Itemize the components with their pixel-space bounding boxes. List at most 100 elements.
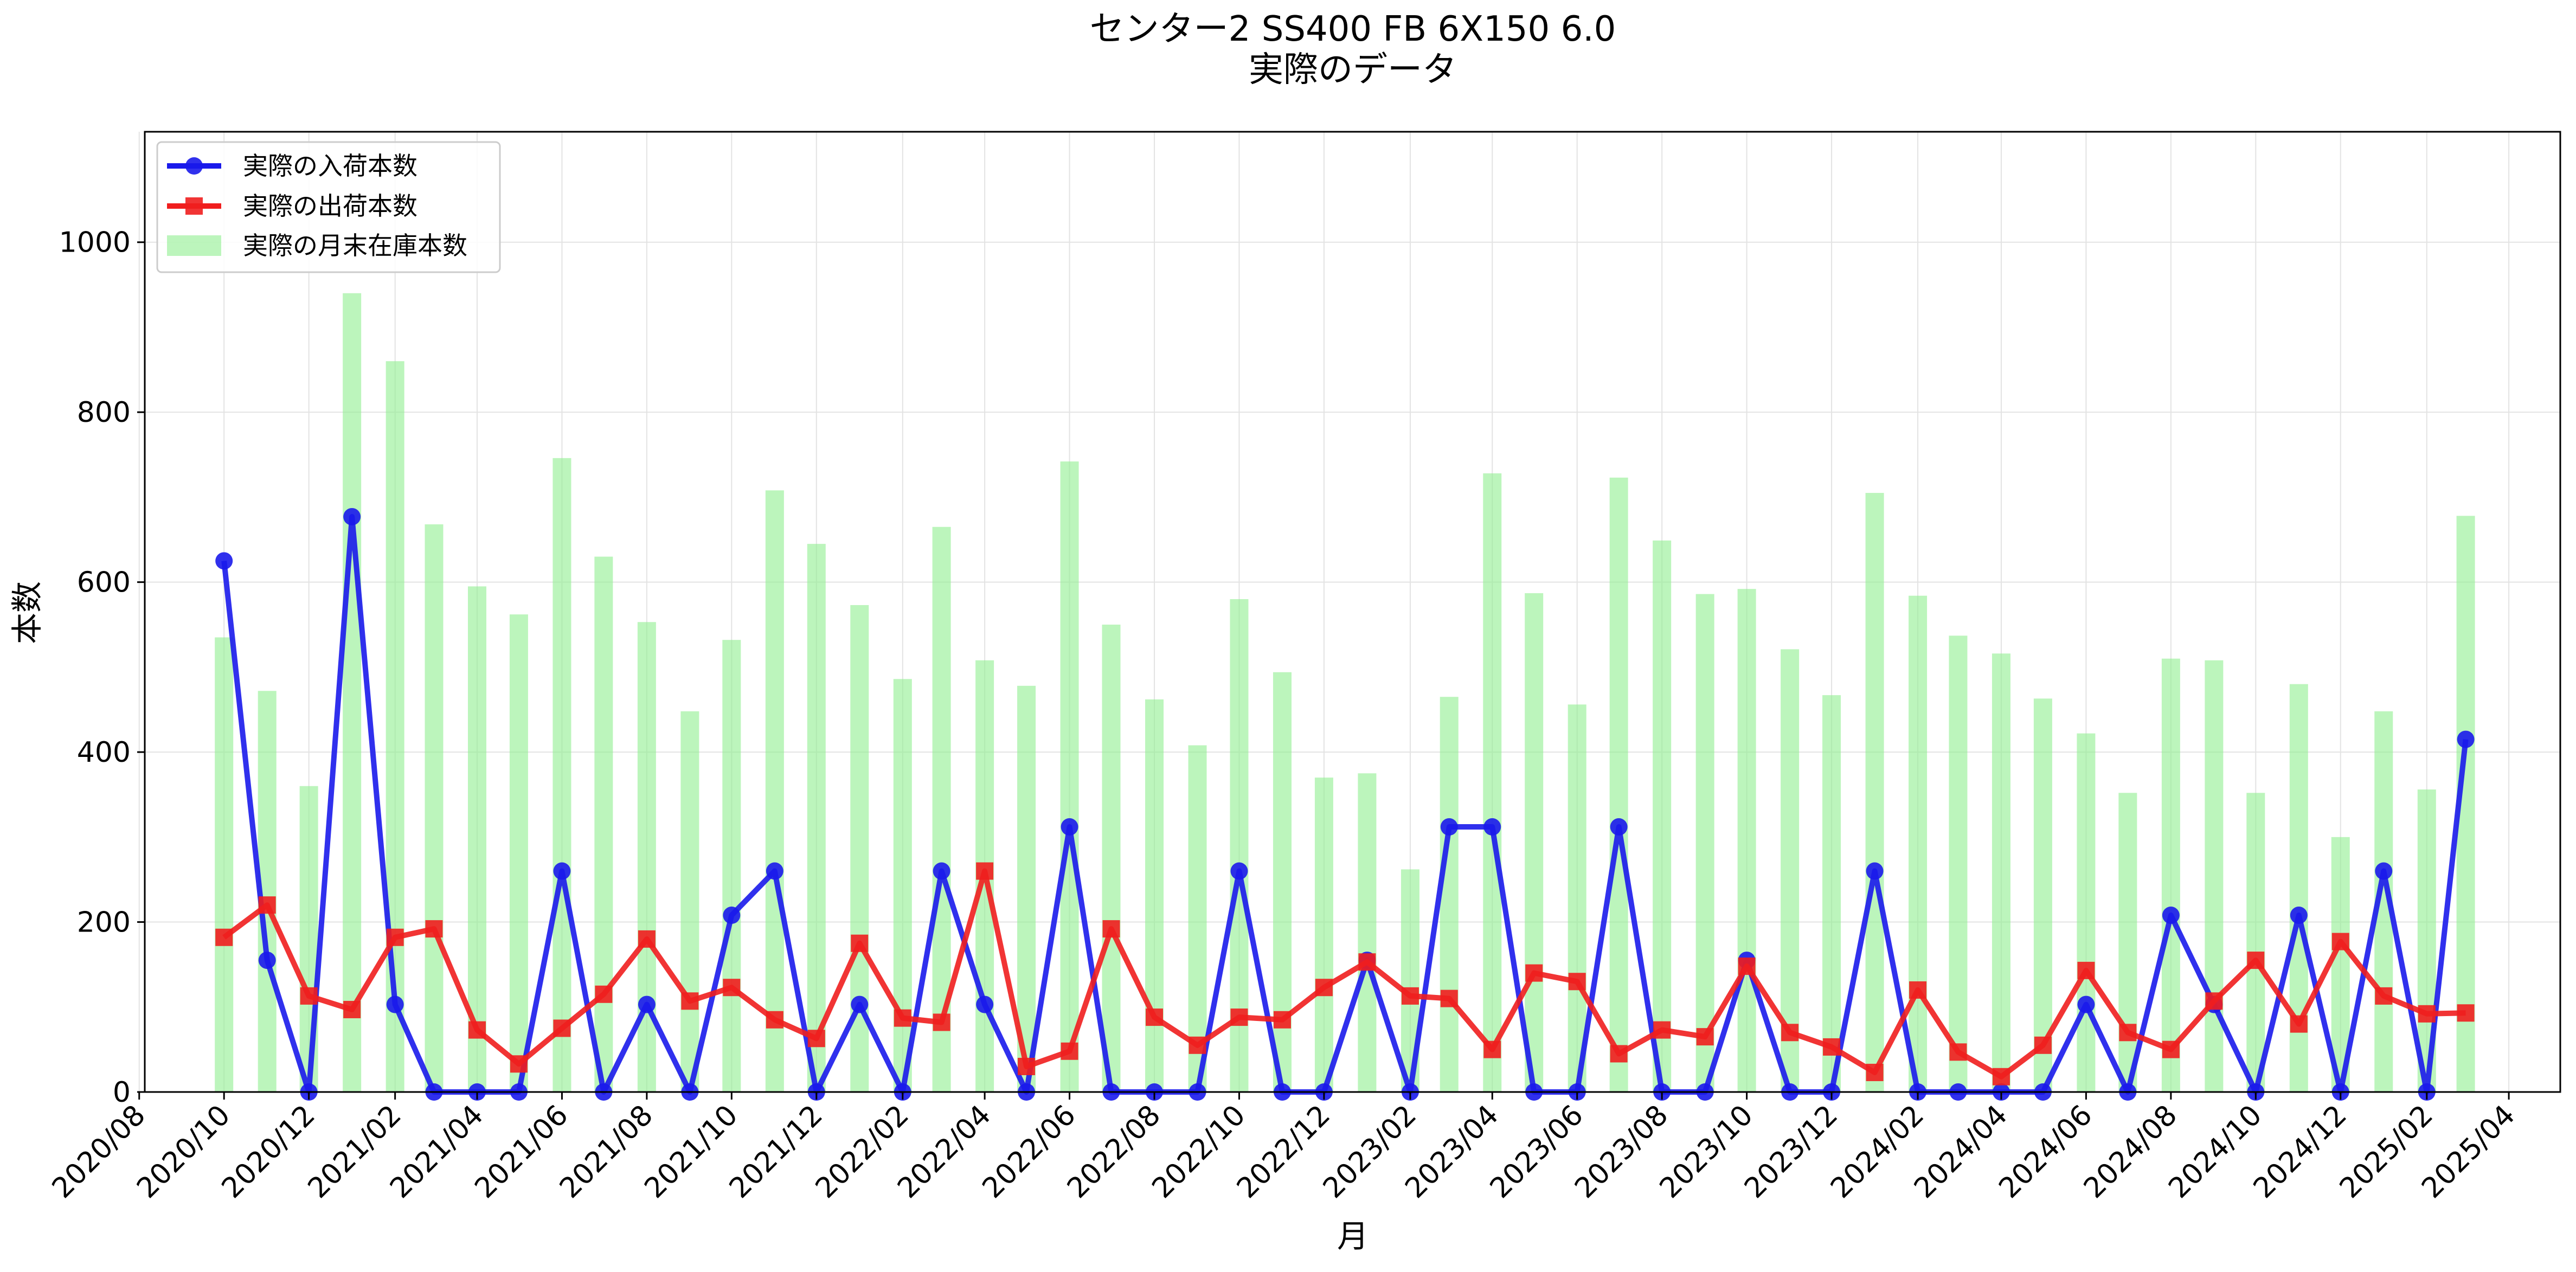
inbound-point — [386, 995, 404, 1013]
outbound-point — [468, 1021, 486, 1039]
legend-box — [156, 141, 501, 273]
outbound-point — [1230, 1008, 1248, 1026]
inbound-point — [766, 862, 783, 880]
inventory-bar — [2161, 658, 2180, 1092]
inventory-bar — [215, 637, 234, 1092]
y-tick-label: 600 — [77, 567, 131, 599]
inventory-bar — [1949, 635, 1968, 1092]
outbound-point — [2375, 987, 2393, 1005]
inbound-point — [851, 995, 869, 1013]
inventory-bar — [2205, 660, 2224, 1092]
inbound-point — [2457, 730, 2475, 748]
outbound-point — [1653, 1021, 1671, 1039]
inventory-bar — [1737, 589, 1756, 1092]
outbound-point — [2331, 933, 2349, 950]
outbound-point — [2034, 1036, 2052, 1054]
outbound-point — [2162, 1040, 2180, 1058]
inventory-bar — [2246, 793, 2265, 1092]
inventory-bar — [680, 711, 699, 1092]
outbound-point — [1102, 920, 1120, 938]
outbound-point — [1949, 1043, 1967, 1061]
inbound-line — [221, 514, 2469, 1095]
outbound-point — [425, 920, 443, 938]
inventory-bar — [1102, 625, 1121, 1092]
outbound-point — [1992, 1068, 2010, 1085]
inventory-bar — [509, 614, 528, 1092]
inbound-point — [2290, 907, 2308, 924]
inventory-bar — [722, 640, 741, 1092]
outbound-point — [215, 928, 233, 946]
outbound-point — [1696, 1028, 1714, 1046]
outbound-point — [1358, 953, 1376, 971]
inbound-point — [1483, 818, 1501, 836]
outbound-point — [1738, 958, 1756, 975]
outbound-point — [1909, 981, 1927, 999]
y-tick-label: 0 — [113, 1076, 131, 1109]
inbound-point — [343, 507, 361, 525]
inbound-point — [723, 907, 741, 924]
outbound-point — [2457, 1004, 2475, 1022]
outbound-point — [1061, 1042, 1078, 1060]
inventory-bar — [1358, 773, 1377, 1092]
outbound-point — [300, 987, 318, 1005]
outbound-point — [1781, 1024, 1799, 1042]
inbound-point — [933, 862, 950, 880]
y-tick-label: 200 — [77, 907, 131, 939]
inbound-point — [2162, 907, 2180, 924]
outbound-point — [1189, 1036, 1206, 1054]
inbound-point — [1610, 818, 1628, 836]
inbound-point — [1230, 862, 1248, 880]
y-tick-label: 1000 — [59, 227, 131, 259]
inbound-point — [553, 862, 571, 880]
inventory-bar — [1017, 685, 1036, 1092]
inbound-point — [1061, 818, 1078, 836]
outbound-point — [2418, 1005, 2436, 1023]
outbound-point — [1823, 1038, 1841, 1056]
inventory-bar — [765, 490, 784, 1092]
outbound-point — [1440, 990, 1458, 1007]
plot-frame — [144, 131, 2561, 1093]
inbound-point — [2375, 862, 2393, 880]
inventory-bar — [553, 458, 571, 1092]
outbound-point — [681, 992, 699, 1010]
inbound-point — [976, 995, 994, 1013]
outbound-point — [1315, 979, 1333, 997]
legend-inbound-label: 実際の入荷本数 — [243, 151, 417, 181]
legend-outbound-marker — [185, 197, 203, 215]
outbound-point — [766, 1011, 783, 1029]
inbound-point — [258, 952, 276, 969]
inventory-bar — [1060, 461, 1079, 1092]
inventory-bar — [425, 524, 444, 1093]
inventory-bar — [1909, 595, 1928, 1092]
inventory-bar — [467, 586, 486, 1092]
outbound-point — [723, 979, 741, 997]
outbound-point — [1018, 1057, 1036, 1075]
outbound-point — [1525, 964, 1543, 982]
inventory-bar — [2118, 793, 2137, 1092]
outbound-point — [2119, 1024, 2137, 1042]
outbound-point — [933, 1013, 950, 1031]
outbound-point — [1273, 1011, 1291, 1029]
chart-subtitle: 実際のデータ — [1249, 50, 1457, 90]
outbound-point — [510, 1055, 528, 1073]
y-axis-label: 本数 — [9, 581, 46, 644]
outbound-point — [595, 985, 613, 1003]
legend-outbound-label: 実際の出荷本数 — [243, 191, 417, 221]
inbound-point — [1440, 818, 1458, 836]
x-axis-label: 月 — [1337, 1218, 1369, 1255]
outbound-point — [638, 930, 656, 948]
inventory-bar — [807, 544, 826, 1092]
outbound-point — [2077, 961, 2095, 979]
outbound-point — [976, 862, 994, 880]
outbound-point — [1610, 1045, 1628, 1063]
inventory-bar — [1992, 653, 2010, 1092]
inventory-bar — [1314, 778, 1333, 1092]
outbound-point — [1401, 987, 1419, 1005]
legend-inbound-marker — [185, 157, 203, 175]
outbound-point — [807, 1030, 825, 1048]
outbound-point — [1866, 1063, 1884, 1081]
outbound-point — [1568, 973, 1586, 991]
inventory-bar — [1653, 540, 1672, 1092]
inventory-bar — [594, 556, 613, 1092]
